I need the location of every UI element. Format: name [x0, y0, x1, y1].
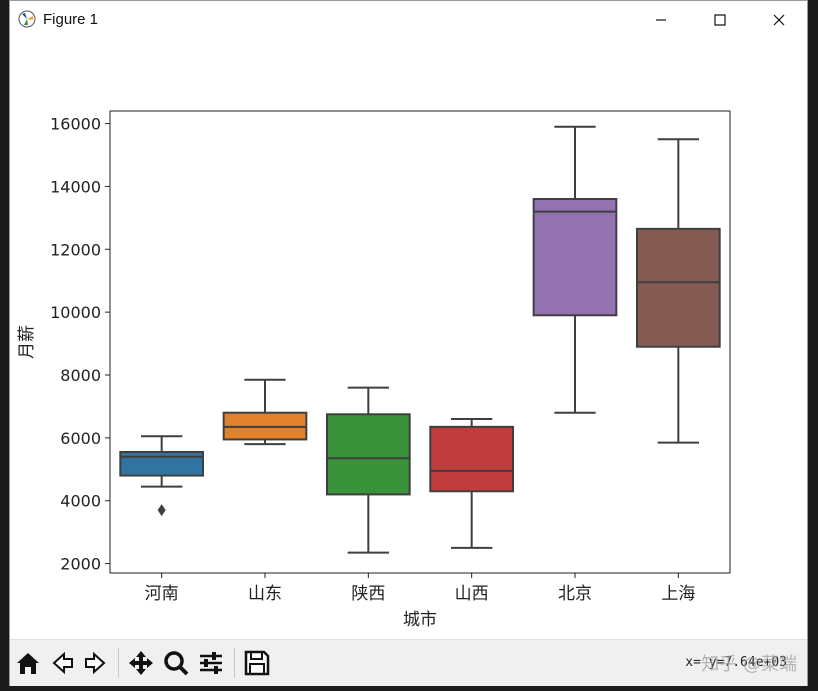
watermark: 知乎 @菜端: [701, 654, 797, 675]
box-body: [429, 425, 515, 493]
close-icon: [773, 14, 785, 26]
toolbar-separator: [234, 648, 235, 678]
x-tick-label: 山东: [248, 584, 282, 604]
back-button[interactable]: [48, 649, 76, 677]
home-button[interactable]: [14, 649, 42, 677]
magnifier-icon: [164, 651, 189, 676]
matplotlib-icon: [18, 10, 36, 28]
x-axis-label: 城市: [403, 610, 437, 630]
boxes: [119, 125, 721, 554]
maximize-button[interactable]: [709, 9, 731, 31]
axes: 2000 4000 6000 8000 10000 12000 14000 16000 河南 山东…: [50, 110, 731, 604]
x-tick-label: 北京: [558, 584, 592, 604]
y-tick-label: 10000: [50, 303, 101, 322]
forward-arrow-icon: [85, 651, 106, 675]
box-0: [119, 435, 204, 517]
floppy-disk-icon: [244, 650, 270, 676]
box-body: [326, 413, 411, 496]
window-title: Figure 1: [43, 11, 99, 28]
navigation-toolbar: x= y=7.64e+03 知乎 @菜端: [10, 639, 807, 686]
box-body: [532, 198, 618, 317]
back-arrow-icon: [52, 651, 73, 675]
title-bar[interactable]: Figure 1: [10, 1, 807, 39]
box-4: [532, 125, 618, 414]
y-tick-label: 14000: [50, 177, 101, 196]
y-axis-label: 月薪: [17, 325, 37, 359]
outlier-marker: [157, 504, 166, 517]
minimize-button[interactable]: [650, 9, 672, 31]
figure-canvas[interactable]: 2000 4000 6000 8000 10000 12000 14000 16000 河南 山东…: [10, 39, 807, 639]
x-tick-label: 河南: [145, 584, 179, 604]
plot-frame: [109, 110, 731, 574]
y-tick-label: 2000: [60, 555, 101, 574]
y-tick-label: 16000: [50, 115, 101, 134]
y-tick-label: 12000: [50, 240, 101, 259]
pan-button[interactable]: [127, 649, 155, 677]
box-1: [222, 378, 308, 446]
cursor-coordinates: x= y=7.64e+03: [685, 655, 787, 670]
move-icon: [129, 651, 153, 675]
x-tick-label: 山西: [455, 584, 489, 604]
close-button[interactable]: [768, 9, 790, 31]
x-tick-label: 上海: [661, 584, 695, 604]
box-2: [326, 386, 411, 554]
box-3: [429, 418, 515, 549]
configure-subplots-button[interactable]: [197, 649, 225, 677]
maximize-icon: [714, 14, 726, 26]
sliders-icon: [200, 652, 222, 674]
x-tick-label: 陕西: [351, 584, 385, 604]
save-button[interactable]: [243, 649, 271, 677]
box-plot: 2000 4000 6000 8000 10000 12000 14000 16000 河南 山东…: [17, 110, 731, 630]
box-5: [636, 138, 721, 444]
forward-button[interactable]: [82, 649, 110, 677]
minimize-icon: [656, 19, 666, 21]
y-tick-label: 8000: [60, 366, 101, 385]
y-tick-label: 6000: [60, 429, 101, 448]
box-body: [636, 227, 721, 348]
zoom-button[interactable]: [162, 649, 190, 677]
home-icon: [17, 653, 39, 674]
toolbar-separator: [118, 648, 119, 678]
box-body: [119, 451, 204, 477]
figure-window: Figure 1 2000 4000 6000 8000 10000 12000 14000…: [9, 0, 808, 686]
y-tick-label: 4000: [60, 492, 101, 511]
